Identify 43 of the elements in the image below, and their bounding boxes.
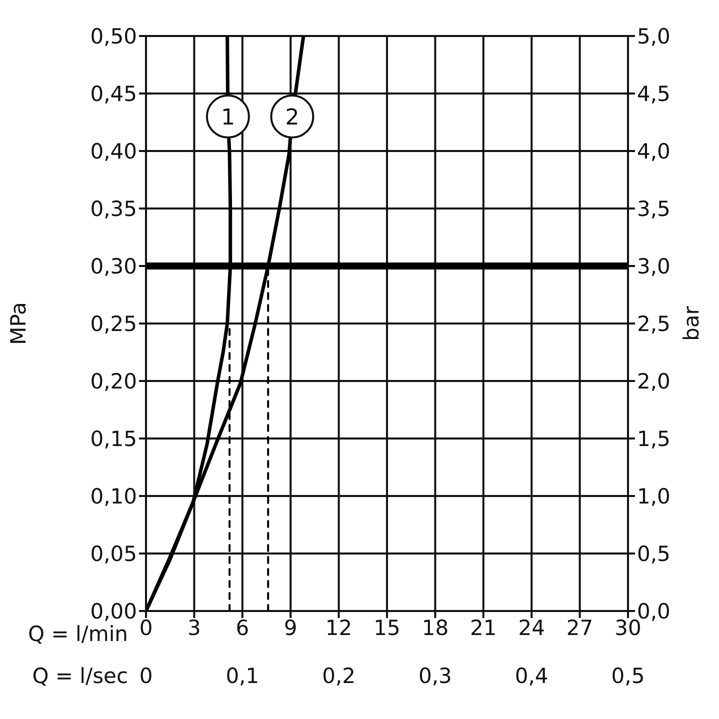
- x-tick-label: 27: [566, 616, 594, 640]
- y2-tick-label: 3,5: [637, 196, 670, 221]
- x2-tick-label: 0,2: [322, 664, 356, 688]
- y-tick-label: 0,05: [90, 542, 137, 566]
- x-tick-label: 6: [236, 616, 250, 640]
- y2-axis-title: bar: [679, 306, 704, 341]
- x2-tick-label: 0: [139, 664, 153, 688]
- x-tick-label: 18: [422, 616, 449, 640]
- y2-tick-label: 2,5: [637, 312, 670, 336]
- y2-tick-label: 5,0: [637, 24, 670, 48]
- x2-tick-label: 0,3: [418, 664, 452, 688]
- y2-tick-label: 4,5: [637, 82, 670, 106]
- x-tick-label: 9: [284, 616, 298, 640]
- y2-tick-label: 3,0: [637, 254, 670, 278]
- series-label: 1: [220, 106, 235, 130]
- y-tick-label: 0,45: [90, 82, 137, 106]
- y-tick-label: 0,25: [90, 312, 137, 336]
- x2-tick-label: 0,1: [226, 664, 260, 688]
- x-tick-label: 24: [518, 616, 545, 640]
- y-tick-label: 0,40: [90, 139, 137, 164]
- y-tick-label: 0,30: [90, 254, 137, 278]
- y-tick-label: 0,00: [90, 599, 137, 624]
- x-axis-title: Q = l/min: [28, 622, 128, 646]
- y2-tick-label: 1,5: [637, 426, 670, 451]
- y-tick-label: 0,20: [90, 369, 137, 394]
- x2-tick-label: 0,5: [611, 664, 645, 688]
- y-axis-title: MPa: [6, 302, 30, 345]
- x2-tick-label: 0,4: [514, 664, 548, 688]
- series-label: 2: [285, 106, 300, 130]
- y2-tick-label: 1,0: [637, 484, 670, 508]
- x-tick-label: 0: [139, 616, 153, 640]
- y2-tick-label: 0,5: [637, 542, 670, 566]
- y2-tick-label: 2,0: [637, 369, 670, 394]
- y-tick-label: 0,35: [90, 196, 137, 221]
- y-tick-label: 0,50: [90, 24, 137, 48]
- x-tick-label: 12: [325, 616, 352, 640]
- y2-tick-label: 4,0: [637, 139, 670, 164]
- y-tick-label: 0,15: [90, 426, 137, 451]
- x-tick-label: 15: [374, 616, 400, 640]
- y-tick-label: 0,10: [90, 484, 137, 508]
- x-tick-label: 21: [470, 616, 497, 640]
- x2-axis-title: Q = l/sec: [32, 664, 128, 688]
- x-tick-label: 3: [188, 616, 201, 640]
